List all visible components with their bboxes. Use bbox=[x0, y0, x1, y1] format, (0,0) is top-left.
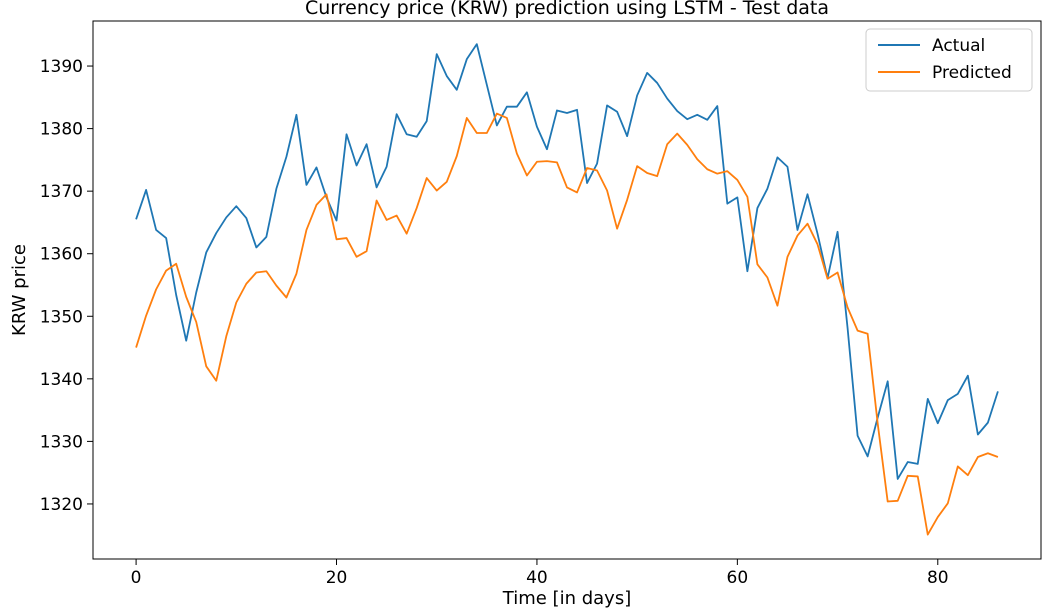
y-axis: 1320 1330 1340 1350 1360 1370 1380 1390 bbox=[40, 57, 93, 515]
x-tick-label: 80 bbox=[927, 568, 949, 588]
x-tick-label: 60 bbox=[727, 568, 749, 588]
y-axis-title: KRW price bbox=[9, 244, 30, 336]
y-tick-label: 1320 bbox=[40, 495, 83, 515]
series-line-predicted bbox=[135, 112, 999, 536]
x-axis: 0 20 40 60 80 bbox=[131, 559, 949, 588]
chart-title: Currency price (KRW) prediction using LS… bbox=[305, 0, 829, 19]
x-axis-title: Time [in days] bbox=[502, 588, 631, 609]
legend-label-actual: Actual bbox=[932, 36, 985, 56]
legend: Actual Predicted bbox=[865, 28, 1033, 92]
y-tick-label: 1350 bbox=[40, 307, 83, 327]
y-tick-label: 1360 bbox=[40, 245, 83, 265]
x-tick-label: 20 bbox=[326, 568, 348, 588]
x-tick-label: 0 bbox=[131, 568, 142, 588]
y-tick-label: 1370 bbox=[40, 182, 83, 202]
series-line-actual bbox=[135, 43, 999, 480]
y-tick-label: 1390 bbox=[40, 57, 83, 77]
plot-frame bbox=[92, 20, 1042, 560]
series-group bbox=[135, 43, 999, 536]
plot-area bbox=[92, 20, 1042, 560]
y-tick-label: 1380 bbox=[40, 120, 83, 140]
y-tick-label: 1340 bbox=[40, 370, 83, 390]
x-tick-label: 40 bbox=[526, 568, 548, 588]
y-tick-label: 1330 bbox=[40, 432, 83, 452]
legend-label-predicted: Predicted bbox=[932, 63, 1012, 83]
